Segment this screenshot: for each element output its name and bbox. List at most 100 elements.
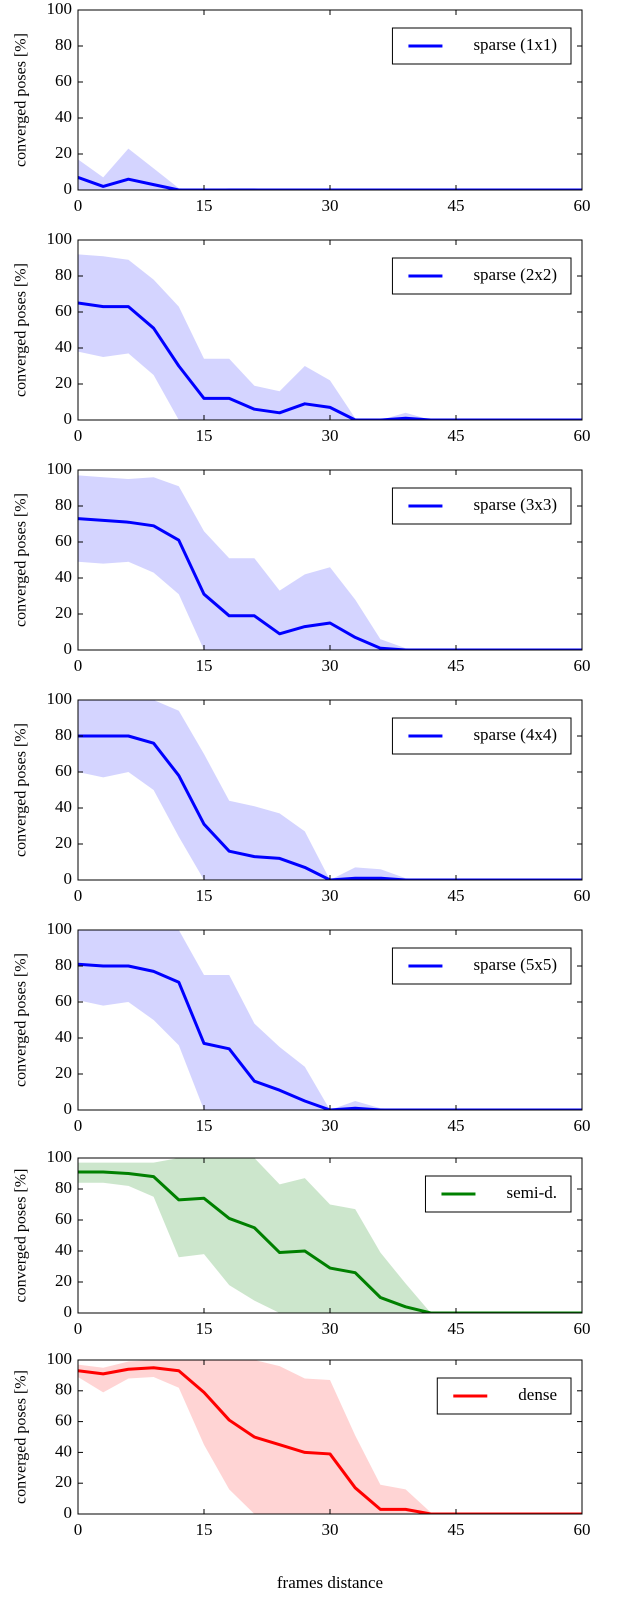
y-tick-label: 100 [47,1349,73,1368]
x-tick-label: 0 [74,1520,83,1539]
x-tick-label: 0 [74,1319,83,1338]
y-tick-label: 80 [55,955,72,974]
y-tick-label: 40 [55,567,72,586]
line [78,962,582,1110]
line [78,517,582,650]
x-tick-label: 60 [574,656,591,675]
line [78,734,582,880]
y-tick-label: 80 [55,1380,72,1399]
y-tick-label: 80 [55,1178,72,1197]
y-tick-label: 100 [47,459,73,478]
y-tick-label: 40 [55,797,72,816]
line [78,1170,582,1313]
x-tick-label: 45 [448,1116,465,1135]
y-axis-label: converged poses [%] [13,1370,30,1504]
x-tick-label: 45 [448,886,465,905]
legend-label: sparse (2x2) [473,265,557,284]
x-tick-label: 0 [74,196,83,215]
x-tick-label: 15 [196,1520,213,1539]
legend: sparse (4x4) [391,717,572,755]
x-tick-label: 45 [448,1319,465,1338]
legend-label: semi-d. [506,1183,557,1202]
band [78,1360,582,1514]
subplot: 0 15 30 45 60 0 20 40 60 80 100 converged poses [%]… [13,459,591,675]
x-tick-label: 0 [74,656,83,675]
legend-label: dense [518,1385,557,1404]
x-tick-label: 0 [74,886,83,905]
legend: dense [436,1377,572,1415]
legend-label: sparse (3x3) [473,495,557,514]
x-tick-label: 60 [574,1520,591,1539]
y-tick-label: 80 [55,265,72,284]
x-tick-label: 30 [322,1520,339,1539]
y-tick-label: 80 [55,35,72,54]
x-tick-label: 15 [196,426,213,445]
y-tick-label: 100 [47,1147,73,1166]
y-tick-label: 20 [55,1271,72,1290]
y-tick-label: 60 [55,531,72,550]
x-tick-label: 30 [322,426,339,445]
y-tick-label: 80 [55,725,72,744]
y-tick-label: 0 [64,869,73,888]
x-tick-label: 60 [574,1319,591,1338]
subplot: 0 15 30 45 60 0 20 40 60 80 100 converged poses [%]… [13,229,591,445]
y-axis-label: converged poses [%] [13,493,30,627]
y-tick-label: 100 [47,689,73,708]
x-tick-label: 45 [448,656,465,675]
band [78,930,582,1110]
legend: sparse (5x5) [391,947,572,985]
y-tick-label: 20 [55,603,72,622]
x-tick-label: 15 [196,196,213,215]
line [78,1366,582,1514]
x-tick-label: 30 [322,1319,339,1338]
y-tick-label: 20 [55,1063,72,1082]
band [78,700,582,880]
y-tick-label: 60 [55,1209,72,1228]
legend: sparse (1x1) [391,27,572,65]
x-axis-label: frames distance [277,1573,383,1592]
y-tick-label: 60 [55,71,72,90]
x-tick-label: 60 [574,196,591,215]
y-tick-label: 0 [64,639,73,658]
x-tick-label: 45 [448,196,465,215]
y-tick-label: 40 [55,107,72,126]
subplot: 0 15 30 45 60 0 20 40 60 80 100 converged poses [%]… [13,1349,591,1592]
y-tick-label: 0 [64,409,73,428]
y-tick-label: 100 [47,229,73,248]
y-tick-label: 0 [64,1302,73,1321]
legend-label: sparse (4x4) [473,725,557,744]
y-tick-label: 0 [64,1099,73,1118]
x-tick-label: 30 [322,196,339,215]
y-axis-label: converged poses [%] [13,723,30,857]
y-tick-label: 60 [55,1411,72,1430]
y-tick-label: 0 [64,179,73,198]
y-tick-label: 20 [55,143,72,162]
band [78,254,582,420]
y-axis-label: converged poses [%] [13,33,30,167]
y-tick-label: 60 [55,991,72,1010]
y-tick-label: 40 [55,337,72,356]
band [78,475,582,650]
y-axis-label: converged poses [%] [13,263,30,397]
x-tick-label: 60 [574,1116,591,1135]
x-tick-label: 15 [196,1116,213,1135]
subplot: 0 15 30 45 60 0 20 40 60 80 100 converged poses [%]… [13,919,591,1135]
legend: sparse (2x2) [391,257,572,295]
band [78,148,582,190]
y-tick-label: 20 [55,1472,72,1491]
line [78,175,582,190]
x-tick-label: 15 [196,886,213,905]
x-tick-label: 60 [574,426,591,445]
x-tick-label: 30 [322,656,339,675]
x-tick-label: 0 [74,1116,83,1135]
y-axis-label: converged poses [%] [13,953,30,1087]
band [78,1158,582,1313]
x-tick-label: 60 [574,886,591,905]
x-tick-label: 15 [196,1319,213,1338]
legend: sparse (3x3) [391,487,572,525]
line [78,301,582,420]
y-tick-label: 80 [55,495,72,514]
subplot: 0 15 30 45 60 0 20 40 60 80 100 converged poses [%]… [13,0,591,215]
y-tick-label: 100 [47,919,73,938]
